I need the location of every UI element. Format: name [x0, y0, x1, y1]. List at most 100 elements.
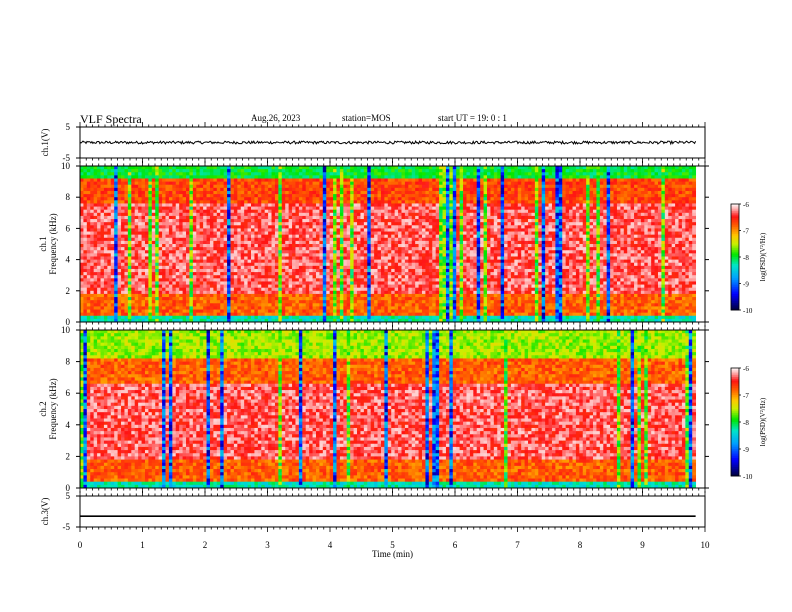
psd-cell — [227, 169, 231, 173]
psd-cell — [326, 303, 330, 307]
psd-cell — [107, 303, 111, 307]
psd-cell — [183, 278, 187, 282]
psd-cell — [179, 185, 183, 189]
psd-cell — [145, 310, 149, 314]
psd-cell — [111, 219, 115, 223]
psd-cell — [254, 200, 258, 204]
psd-cell — [347, 213, 351, 217]
psd-cell — [97, 297, 101, 301]
psd-cell — [220, 253, 224, 257]
psd-cell — [268, 300, 272, 304]
psd-cell — [292, 207, 296, 211]
psd-cell — [371, 263, 375, 267]
psd-cell — [131, 269, 135, 273]
psd-cell — [374, 197, 378, 201]
psd-cell — [227, 297, 231, 301]
psd-cell — [275, 169, 279, 173]
psd-cell — [388, 272, 392, 276]
psd-cell — [241, 213, 245, 217]
psd-cell — [104, 310, 108, 314]
psd-cell — [220, 213, 224, 217]
psd-cell — [326, 275, 330, 279]
psd-cell — [189, 281, 193, 285]
psd-cell — [90, 194, 94, 198]
psd-cell — [391, 172, 395, 176]
psd-cell — [186, 294, 190, 298]
psd-cell — [210, 281, 214, 285]
psd-cell — [107, 260, 111, 264]
psd-cell — [97, 256, 101, 260]
psd-cell — [159, 166, 163, 170]
psd-cell — [124, 241, 128, 245]
psd-cell — [186, 260, 190, 264]
psd-cell — [189, 297, 193, 301]
psd-cell — [155, 194, 159, 198]
psd-cell — [135, 263, 139, 267]
psd-cell — [145, 281, 149, 285]
psd-cell — [155, 185, 159, 189]
psd-cell — [398, 169, 402, 173]
psd-cell — [258, 175, 262, 179]
psd-cell — [415, 238, 419, 242]
psd-cell — [97, 303, 101, 307]
psd-cell — [268, 225, 272, 229]
psd-cell — [94, 207, 98, 211]
psd-cell — [299, 213, 303, 217]
psd-cell — [275, 281, 279, 285]
psd-cell — [333, 188, 337, 192]
psd-cell — [302, 222, 306, 226]
psd-cell — [316, 250, 320, 254]
psd-cell — [395, 197, 399, 201]
psd-cell — [128, 238, 132, 242]
psd-cell — [408, 178, 412, 182]
psd-cell — [155, 247, 159, 251]
psd-cell — [299, 175, 303, 179]
psd-cell — [90, 247, 94, 251]
psd-cell — [145, 222, 149, 226]
psd-cell — [196, 222, 200, 226]
psd-cell — [203, 288, 207, 292]
psd-cell — [398, 197, 402, 201]
psd-cell — [347, 222, 351, 226]
psd-cell — [313, 244, 317, 248]
psd-cell — [347, 310, 351, 314]
psd-cell — [367, 281, 371, 285]
psd-cell — [142, 232, 146, 236]
psd-cell — [319, 210, 323, 214]
psd-cell — [101, 225, 105, 229]
psd-cell — [412, 175, 416, 179]
psd-cell — [172, 219, 176, 223]
psd-cell — [354, 306, 358, 310]
psd-cell — [179, 200, 183, 204]
psd-cell — [272, 200, 276, 204]
psd-cell — [138, 306, 142, 310]
psd-cell — [285, 232, 289, 236]
psd-cell — [114, 260, 118, 264]
psd-cell — [254, 294, 258, 298]
psd-cell — [265, 213, 269, 217]
psd-cell — [207, 313, 211, 317]
psd-cell — [83, 285, 87, 289]
psd-cell — [166, 197, 170, 201]
psd-cell — [138, 241, 142, 245]
psd-cell — [340, 250, 344, 254]
psd-cell — [241, 272, 245, 276]
psd-cell — [189, 182, 193, 186]
psd-cell — [278, 169, 282, 173]
psd-cell — [374, 178, 378, 182]
psd-cell — [207, 266, 211, 270]
psd-cell — [347, 272, 351, 276]
psd-cell — [179, 256, 183, 260]
psd-cell — [415, 213, 419, 217]
psd-cell — [313, 241, 317, 245]
psd-cell — [97, 306, 101, 310]
psd-cell — [354, 219, 358, 223]
psd-cell — [371, 203, 375, 207]
psd-cell — [128, 232, 132, 236]
psd-cell — [166, 306, 170, 310]
psd-cell — [83, 288, 87, 292]
psd-cell — [340, 316, 344, 320]
psd-cell — [343, 269, 347, 273]
psd-cell — [172, 285, 176, 289]
psd-cell — [179, 213, 183, 217]
